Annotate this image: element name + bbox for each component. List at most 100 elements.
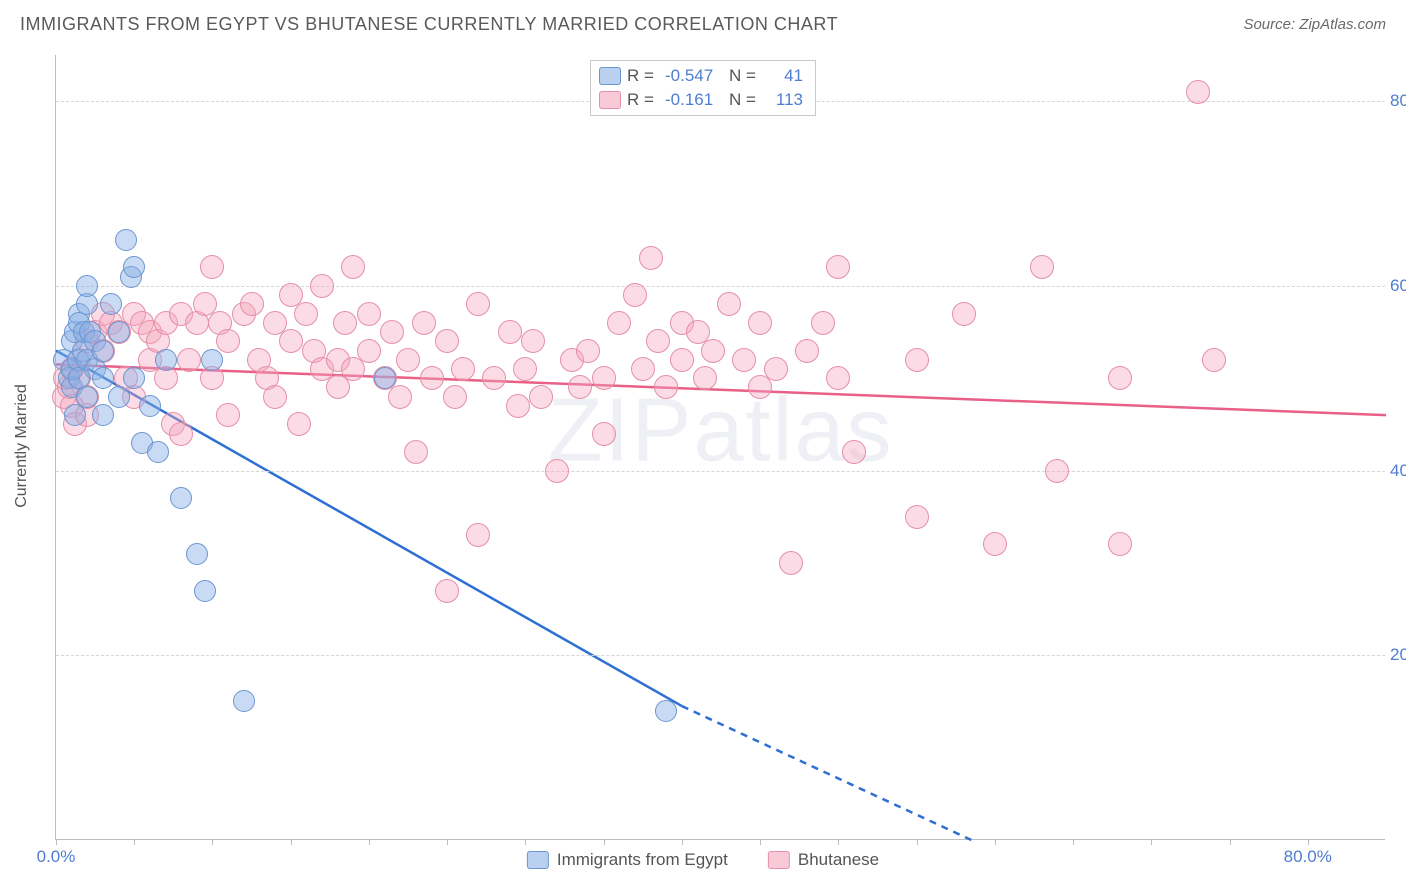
data-point-b [732, 348, 756, 372]
x-tick-label: 80.0% [1284, 847, 1332, 867]
data-point-b [670, 348, 694, 372]
y-gridline [56, 655, 1385, 656]
chart-title: IMMIGRANTS FROM EGYPT VS BHUTANESE CURRE… [20, 14, 838, 35]
data-point-b [1045, 459, 1069, 483]
data-point-b [842, 440, 866, 464]
data-point-b [216, 403, 240, 427]
x-tick-mark [682, 839, 683, 845]
data-point-a [155, 349, 177, 371]
data-point-b [521, 329, 545, 353]
r-value-a: -0.547 [665, 64, 723, 88]
data-point-b [498, 320, 522, 344]
data-point-b [568, 375, 592, 399]
data-point-b [357, 302, 381, 326]
data-point-b [396, 348, 420, 372]
data-point-b [952, 302, 976, 326]
data-point-b [795, 339, 819, 363]
data-point-b [420, 366, 444, 390]
data-point-b [466, 523, 490, 547]
r-label: R = [627, 64, 659, 88]
data-point-b [701, 339, 725, 363]
data-point-b [513, 357, 537, 381]
data-point-b [592, 366, 616, 390]
legend-series: Immigrants from Egypt Bhutanese [527, 850, 879, 870]
data-point-b [748, 311, 772, 335]
data-point-b [200, 255, 224, 279]
x-tick-mark [525, 839, 526, 845]
title-bar: IMMIGRANTS FROM EGYPT VS BHUTANESE CURRE… [20, 14, 1386, 35]
data-point-b [529, 385, 553, 409]
data-point-b [388, 385, 412, 409]
data-point-a [147, 441, 169, 463]
data-point-b [310, 274, 334, 298]
data-point-b [404, 440, 428, 464]
data-point-b [811, 311, 835, 335]
x-tick-mark [447, 839, 448, 845]
x-tick-mark [1308, 839, 1309, 845]
data-point-b [177, 348, 201, 372]
data-point-a [194, 580, 216, 602]
data-point-b [443, 385, 467, 409]
data-point-a [201, 349, 223, 371]
data-point-b [545, 459, 569, 483]
data-point-b [263, 385, 287, 409]
data-point-b [779, 551, 803, 575]
y-tick-label: 40.0% [1390, 461, 1406, 481]
x-tick-mark [917, 839, 918, 845]
data-point-b [482, 366, 506, 390]
data-point-b [693, 366, 717, 390]
series-name-a: Immigrants from Egypt [557, 850, 728, 870]
y-axis-label: Currently Married [13, 384, 31, 508]
swatch-b2 [768, 851, 790, 869]
source-label: Source: ZipAtlas.com [1243, 16, 1386, 33]
plot-area: ZIPatlas 20.0%40.0%60.0%80.0%0.0%80.0% [55, 55, 1385, 840]
x-tick-mark [291, 839, 292, 845]
data-point-a [139, 395, 161, 417]
data-point-b [216, 329, 240, 353]
r-value-b: -0.161 [665, 88, 723, 112]
legend-correlation: R = -0.547 N = 41 R = -0.161 N = 113 [590, 60, 816, 116]
data-point-b [764, 357, 788, 381]
data-point-b [983, 532, 1007, 556]
r-label: R = [627, 88, 659, 112]
data-point-b [623, 283, 647, 307]
data-point-b [287, 412, 311, 436]
data-point-b [639, 246, 663, 270]
data-point-b [905, 505, 929, 529]
swatch-a2 [527, 851, 549, 869]
swatch-a [599, 67, 621, 85]
n-label: N = [729, 88, 761, 112]
x-tick-mark [369, 839, 370, 845]
data-point-b [466, 292, 490, 316]
legend-item-a: Immigrants from Egypt [527, 850, 728, 870]
data-point-b [576, 339, 600, 363]
data-point-a [108, 321, 130, 343]
data-point-a [76, 386, 98, 408]
x-tick-mark [1230, 839, 1231, 845]
data-point-b [826, 366, 850, 390]
data-point-a [186, 543, 208, 565]
data-point-b [279, 329, 303, 353]
legend-row-b: R = -0.161 N = 113 [599, 88, 803, 112]
data-point-b [1108, 532, 1132, 556]
data-point-b [451, 357, 475, 381]
data-point-b [435, 329, 459, 353]
x-tick-mark [1151, 839, 1152, 845]
data-point-b [1108, 366, 1132, 390]
legend-row-a: R = -0.547 N = 41 [599, 64, 803, 88]
data-point-b [631, 357, 655, 381]
data-point-b [607, 311, 631, 335]
data-point-b [435, 579, 459, 603]
data-point-b [646, 329, 670, 353]
x-tick-mark [1073, 839, 1074, 845]
data-point-a [64, 404, 86, 426]
data-point-b [1186, 80, 1210, 104]
x-tick-label: 0.0% [37, 847, 76, 867]
y-gridline [56, 286, 1385, 287]
data-point-b [169, 422, 193, 446]
y-gridline [56, 471, 1385, 472]
y-tick-label: 80.0% [1390, 91, 1406, 111]
data-point-a [115, 229, 137, 251]
data-point-a [100, 293, 122, 315]
data-point-b [333, 311, 357, 335]
